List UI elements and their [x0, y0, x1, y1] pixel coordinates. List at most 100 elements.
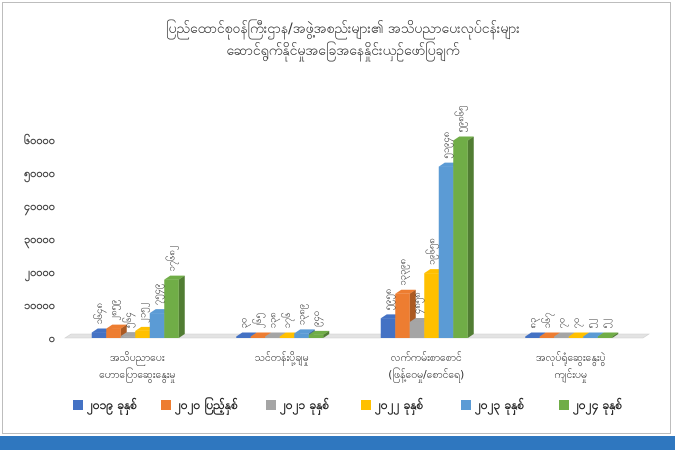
bar — [106, 328, 121, 338]
bar-data-label: ၁၃၈ — [268, 312, 280, 328]
bar-top — [236, 332, 257, 337]
legend-swatch — [161, 400, 171, 410]
bar-data-label: ၅၁၉၄၈ — [441, 132, 453, 159]
bar-data-label: ၃၀ — [239, 318, 251, 329]
bar — [597, 336, 613, 338]
y-tick-label: ၁၀၀၀၀ — [24, 299, 55, 312]
bar-side — [178, 275, 185, 338]
bar — [294, 333, 309, 338]
bar-data-label: ၄၈၅၈ — [412, 292, 424, 314]
legend-label: ၂၀၂၀ ပြည့်နှစ် — [174, 395, 238, 416]
x-axis-categories: အသိပညာပေးဟောပြောဆွေးနွေးမှု သင်တန်းပို့ချ… — [99, 351, 605, 383]
bar — [380, 318, 396, 338]
bar — [236, 336, 251, 338]
bar — [135, 330, 150, 338]
bar-data-label: ၅၂ — [600, 318, 612, 328]
bar — [149, 313, 165, 338]
category-label: ဟောပြောဆွေးနွေးမှု — [99, 367, 176, 383]
bar-chart: ပြည်ထောင်စုဝန်ကြီးဌာန/အဖွဲ့အစည်းများ၏ အသ… — [24, 20, 650, 416]
bar — [91, 332, 107, 338]
bar-side — [467, 136, 474, 338]
bar-data-label: ၂၆၅ — [253, 313, 265, 328]
legend-label: ၂၀၂၁ ခုနှစ် — [279, 396, 329, 416]
legend-label: ၂၀၁၉ ခုနှစ် — [86, 396, 137, 416]
bar — [164, 279, 179, 338]
bar-data-label: ၅၆၄ — [123, 312, 135, 328]
legend-label: ၂၀၂၃ ခုနှစ် — [474, 396, 524, 416]
bar — [279, 336, 295, 338]
category-label: သင်တန်းပို့ချမှု — [255, 351, 309, 366]
bar-data-label: ၁၃၃၉၈ — [398, 259, 410, 286]
legend-label: ၂၀၂၂ ခုနှစ် — [374, 396, 424, 416]
bar-data-label: ၂၈၅၉ — [109, 300, 121, 321]
bar-side — [612, 332, 619, 338]
bar — [554, 336, 569, 338]
bar — [265, 336, 280, 338]
bar — [539, 336, 555, 338]
bar-data-label: ၁၆၄၈ — [94, 303, 106, 324]
legend-swatch — [559, 400, 569, 410]
bar — [308, 334, 324, 338]
bar-data-label: ၅၉၈၆၅ — [456, 106, 468, 133]
bar-data-label: ၁၇၆၈၂ — [167, 246, 179, 272]
bar-top — [554, 332, 575, 337]
bar — [583, 336, 598, 338]
bar-top — [106, 324, 127, 329]
category-label: လက်ကမ်းစာစောင် — [391, 351, 462, 364]
bar-top — [525, 332, 546, 337]
bar-top — [164, 275, 185, 280]
bar-data-label: ၈၃ — [528, 318, 540, 329]
bar — [395, 293, 410, 338]
bottom-accent-bar — [0, 436, 675, 450]
bar-top — [250, 332, 272, 337]
category-label: အသိပညာပေး — [110, 351, 165, 366]
bar-data-label: ၂၁၅၂ — [138, 303, 150, 323]
bar — [525, 336, 540, 338]
bar-top — [583, 332, 604, 337]
legend-swatch — [266, 400, 276, 410]
chart-title-line2: ဆောင်ရွက်နိုင်မှုအခြေအနေနှိုင်းယှဉ်ဖော်ပ… — [227, 42, 460, 61]
bar-top — [395, 289, 416, 294]
bar — [568, 336, 584, 338]
category-label: (ဖြန့်ဝေမှု/စောင်ရေ) — [388, 367, 464, 383]
bar — [438, 166, 454, 338]
legend-swatch — [73, 400, 83, 410]
bar-data-label: ၁၇၆ — [282, 312, 294, 328]
y-tick-label: ၅၀၀၀၀ — [24, 167, 55, 183]
legend: ၂၀၁၉ ခုနှစ် ၂၀၂၀ ပြည့်နှစ် ၂၀၂၁ ခုနှစ် ၂၀၂၂… — [73, 395, 622, 416]
bar-side — [323, 330, 330, 338]
chart-frame: ပြည်ထောင်စုဝန်ကြီးဌာန/အဖွဲ့အစည်းများ၏ အသ… — [2, 2, 671, 434]
bar-top — [308, 330, 330, 335]
bar-top — [265, 332, 286, 337]
bar-data-label: ၉၄၀ — [311, 311, 323, 327]
y-tick-label: ၆၀၀၀၀ — [24, 134, 55, 147]
bar — [120, 336, 136, 338]
bar — [453, 140, 468, 338]
bar-data-label: ၁၃၈၉ — [297, 304, 309, 325]
bar-data-label: ၇၅၄၉ — [152, 284, 164, 305]
bar-top — [597, 332, 619, 337]
y-tick-label: ၄၀၀၀၀ — [24, 200, 55, 216]
y-tick-label: ၂၀၀၀၀ — [25, 266, 55, 282]
y-tick-label: ၃၀၀၀၀ — [24, 233, 55, 249]
bar-top — [453, 136, 474, 141]
y-axis-ticks: ၀ ၁၀၀၀၀ ၂၀၀၀၀ ၃၀၀၀၀ ၄၀၀၀၀ ၅၀၀၀၀ ၆၀၀၀၀ — [24, 134, 55, 345]
bar-top — [539, 332, 561, 337]
category-label: အလုပ်ရုံဆွေးနွေးပွဲ — [536, 351, 606, 366]
bar-data-label: ၇၀ — [571, 318, 583, 329]
chart-title-line1: ပြည်ထောင်စုဝန်ကြီးဌာန/အဖွဲ့အစည်းများ၏ အသ… — [166, 20, 520, 39]
bars — [91, 136, 619, 338]
y-tick-label: ၀ — [49, 332, 55, 345]
bar — [409, 321, 425, 338]
bar — [424, 273, 439, 338]
bar-data-label: ၁၉၆၅၈ — [427, 238, 439, 265]
legend-swatch — [461, 400, 471, 410]
bar — [250, 336, 266, 338]
category-label: ကျင်းပမှု — [555, 368, 588, 383]
bar-data-label: ၇၀ — [557, 318, 569, 329]
bar-top — [568, 332, 590, 337]
bar-data-label: ၅၉၅၈ — [383, 289, 395, 310]
bar-top — [294, 329, 315, 334]
bar-data-label: ၁၆၇ — [542, 312, 554, 328]
bar-data-label: ၅၂ — [586, 318, 598, 328]
